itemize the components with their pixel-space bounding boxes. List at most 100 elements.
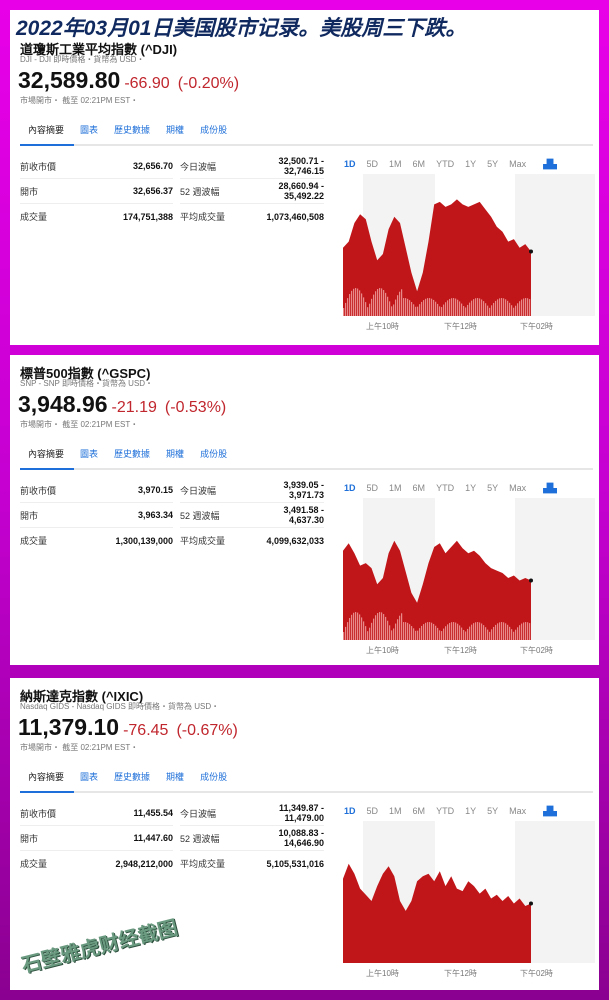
range-1d[interactable]: 1D (344, 159, 356, 169)
volume-bar (393, 304, 395, 316)
tab-summary[interactable]: 內容摘要 (28, 449, 65, 459)
row-volume: 成交量 174,751,388 (20, 204, 173, 229)
tab-components[interactable]: 成份股 (200, 772, 228, 782)
volume-bar (459, 301, 461, 316)
volume-bar (519, 301, 521, 316)
volume-bar (523, 298, 525, 316)
tab-history[interactable]: 歷史數據 (114, 449, 151, 459)
range-5d[interactable]: 5D (366, 806, 379, 816)
range-6m[interactable]: 6M (412, 806, 426, 816)
volume-bar (481, 299, 483, 316)
range-5d[interactable]: 5D (366, 159, 379, 169)
row-52-week: 52 週波幅 10,088.83 -14,646.90 (180, 826, 324, 851)
volume-bar (467, 304, 469, 316)
x-label: 上午10時 (366, 646, 399, 655)
tab-summary[interactable]: 內容摘要 (28, 772, 65, 782)
range-6m[interactable]: 6M (412, 483, 426, 493)
range-ytd[interactable]: YTD (436, 806, 455, 816)
volume-bar (507, 300, 509, 316)
tab-chart[interactable]: 圖表 (80, 125, 99, 135)
range-1d[interactable]: 1D (344, 806, 356, 816)
volume-bar (357, 612, 359, 640)
volume-bar (517, 627, 519, 640)
tab-chart[interactable]: 圖表 (80, 449, 99, 459)
volume-bar (455, 298, 457, 316)
week52-high: 4,637.30 (288, 515, 324, 525)
range-max[interactable]: Max (509, 483, 527, 493)
volume-bar (463, 305, 465, 316)
volume-bar (475, 298, 477, 316)
volume-bar (465, 307, 467, 316)
range-1y[interactable]: 1Y (465, 159, 477, 169)
value: 3,970.15 (137, 485, 173, 495)
label: 開市 (20, 186, 39, 197)
label: 前收市價 (20, 161, 57, 172)
range-max[interactable]: Max (509, 159, 527, 169)
tab-history[interactable]: 歷史數據 (114, 772, 151, 782)
volume-bar (453, 298, 455, 316)
volume-bar (439, 630, 441, 640)
range-1y[interactable]: 1Y (465, 806, 477, 816)
price: 11,379.10 (18, 714, 120, 740)
tab-components[interactable]: 成份股 (200, 125, 228, 135)
volume-bar (343, 308, 345, 316)
range-5y[interactable]: 5Y (487, 159, 499, 169)
volume-bar (429, 298, 431, 316)
volume-bar (381, 288, 383, 316)
tab-chart[interactable]: 圖表 (80, 772, 99, 782)
volume-bar (409, 300, 411, 316)
volume-bar (463, 629, 465, 640)
tab-options[interactable]: 期權 (166, 772, 185, 782)
volume-bar (407, 622, 409, 640)
volume-bar (491, 305, 493, 316)
volume-bar (461, 303, 463, 316)
volume-bar (483, 625, 485, 640)
volume-bar (401, 613, 403, 640)
tab-options[interactable]: 期權 (166, 125, 185, 135)
volume-bar (521, 299, 523, 316)
label: 平均成交量 (180, 212, 226, 222)
change: -76.45 (123, 722, 169, 739)
range-1m[interactable]: 1M (389, 483, 402, 493)
range-1m[interactable]: 1M (389, 806, 402, 816)
volume-bar (437, 303, 439, 316)
volume-bar (443, 628, 445, 640)
tab-history[interactable]: 歷史數據 (114, 125, 151, 135)
tab-summary[interactable]: 內容摘要 (28, 125, 65, 135)
volume-bar (405, 622, 407, 640)
range-ytd[interactable]: YTD (436, 159, 455, 169)
volume-bar (485, 627, 487, 640)
volume-bar (501, 622, 503, 640)
label: 成交量 (20, 859, 48, 869)
area-chart-icon[interactable]: ▟▙ (543, 483, 557, 493)
range-1y[interactable]: 1Y (465, 483, 477, 493)
tab-underline (20, 144, 593, 146)
intraday-chart (343, 174, 595, 316)
range-5y[interactable]: 5Y (487, 483, 499, 493)
volume-bar (353, 288, 355, 316)
week52-low: 28,660.94 - (278, 181, 324, 191)
label: 平均成交量 (180, 859, 226, 869)
label: 今日波幅 (180, 808, 217, 819)
range-1d[interactable]: 1D (344, 483, 356, 493)
volume-bar (365, 302, 367, 316)
volume-bar (401, 289, 403, 316)
volume-bar (511, 305, 513, 316)
label: 52 週波幅 (180, 833, 220, 844)
value: 32,656.37 (132, 186, 173, 196)
week52-low: 10,088.83 - (278, 828, 324, 838)
range-5d[interactable]: 5D (366, 483, 379, 493)
range-6m[interactable]: 6M (412, 159, 426, 169)
range-5y[interactable]: 5Y (487, 806, 499, 816)
tab-options[interactable]: 期權 (166, 449, 185, 459)
range-max[interactable]: Max (509, 806, 527, 816)
value: 1,073,460,508 (266, 211, 324, 222)
price-line: 32,589.80 -66.90 (-0.20%) (18, 67, 239, 94)
area-chart-icon[interactable]: ▟▙ (543, 806, 557, 816)
tab-components[interactable]: 成份股 (200, 449, 228, 459)
range-1m[interactable]: 1M (389, 159, 402, 169)
volume-bar (383, 614, 385, 640)
area-chart-icon[interactable]: ▟▙ (543, 159, 557, 169)
range-selector: 1D 5D 1M 6M YTD 1Y 5Y Max ▟▙ (344, 483, 557, 494)
range-ytd[interactable]: YTD (436, 483, 455, 493)
